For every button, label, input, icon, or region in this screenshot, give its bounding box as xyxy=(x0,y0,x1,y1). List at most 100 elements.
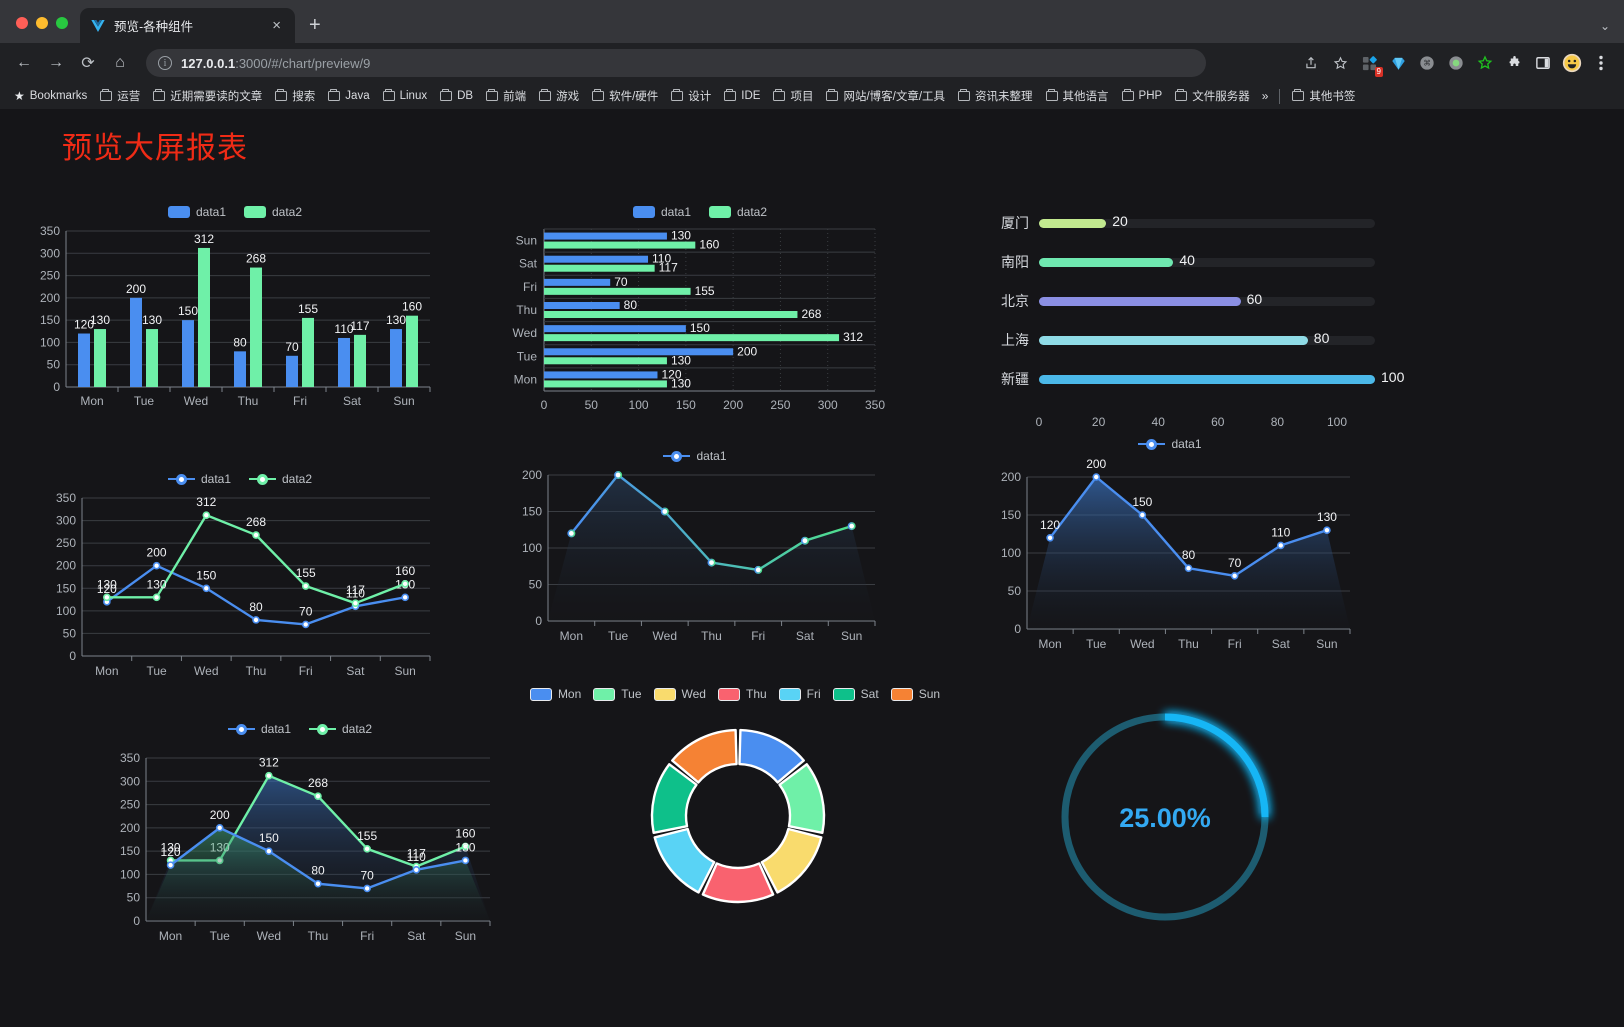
legend-item-data1[interactable]: data1 xyxy=(632,205,691,219)
bookmark-item-2[interactable]: 近期需要读的文章 xyxy=(147,85,268,107)
bookmark-item-10[interactable]: 设计 xyxy=(665,85,717,107)
home-button[interactable]: ⌂ xyxy=(115,54,125,71)
bookmark-item-0[interactable]: ★ Bookmarks xyxy=(8,86,93,106)
bookmarks-overflow-button[interactable]: » xyxy=(1261,89,1269,103)
bookmark-item-7[interactable]: 前端 xyxy=(480,85,532,107)
gauge-chart: 25.00% xyxy=(1061,713,1269,921)
bar xyxy=(338,337,350,387)
more-menu-icon[interactable] xyxy=(1588,50,1614,76)
legend-item-data2[interactable]: data2 xyxy=(244,205,302,219)
bookmark-star-icon[interactable] xyxy=(1327,50,1353,76)
bookmark-item-5[interactable]: Linux xyxy=(377,87,434,105)
bookmark-item-3[interactable]: 搜索 xyxy=(269,85,321,107)
legend-line-gradient[interactable]: data1 xyxy=(500,449,890,463)
extension-badge-count: 9 xyxy=(1374,67,1383,77)
pie-slice-Fri[interactable] xyxy=(653,827,716,894)
star-extension-icon[interactable] xyxy=(1472,50,1498,76)
bookmark-item-12[interactable]: 项目 xyxy=(767,85,819,107)
bookmark-item-4[interactable]: Java xyxy=(322,87,375,105)
legend-item-data2[interactable]: data2 xyxy=(709,205,767,219)
page-title: 预览大屏报表 xyxy=(62,132,248,165)
data-point xyxy=(152,593,161,602)
legend-item-Tue[interactable]: Tue xyxy=(593,687,642,701)
legend-item-Sat[interactable]: Sat xyxy=(832,687,879,701)
folder-icon xyxy=(328,89,341,101)
legend-area-stacked[interactable]: data1 data2 xyxy=(90,722,510,736)
progress-track: 20 xyxy=(1039,213,1375,229)
progress-value: 40 xyxy=(1179,251,1195,268)
bookmark-item-16[interactable]: PHP xyxy=(1116,87,1169,105)
bookmark-item-13[interactable]: 网站/博客/文章/工具 xyxy=(820,85,951,107)
address-bar[interactable]: i 127.0.0.1:3000/#/chart/preview/9 xyxy=(146,49,1206,77)
puzzle-icon[interactable] xyxy=(1501,50,1527,76)
progress-track: 100 xyxy=(1039,369,1404,385)
pie-slice-Wed[interactable] xyxy=(760,827,823,894)
bar xyxy=(544,348,734,356)
bookmark-item-6[interactable]: DB xyxy=(434,87,479,105)
legend-horizontal-bar[interactable]: data1 data2 xyxy=(500,205,900,219)
legend-item-data1[interactable]: data1 xyxy=(167,205,226,219)
svg-text:150: 150 xyxy=(1132,495,1152,509)
legend-area-single[interactable]: data1 xyxy=(975,437,1365,451)
legend-item-Sun[interactable]: Sun xyxy=(890,687,940,701)
bookmark-item-14[interactable]: 资讯未整理 xyxy=(952,85,1039,107)
legend-line-two-series[interactable]: data1 data2 xyxy=(30,472,450,486)
svg-text:150: 150 xyxy=(259,831,279,845)
legend-item-Thu[interactable]: Thu xyxy=(717,687,767,701)
legend-item-Mon[interactable]: Mon xyxy=(529,687,581,701)
minimize-window-button[interactable] xyxy=(36,17,48,29)
bookmark-item-11[interactable]: IDE xyxy=(718,87,766,105)
forward-button[interactable]: → xyxy=(48,54,64,71)
legend-item-data1[interactable]: data1 xyxy=(227,722,291,736)
legend-item-Wed[interactable]: Wed xyxy=(653,687,706,701)
legend-item-data1[interactable]: data1 xyxy=(167,472,231,486)
close-tab-button[interactable]: × xyxy=(272,17,281,34)
command-extension-icon[interactable]: ⌘ xyxy=(1414,50,1440,76)
bookmark-item-8[interactable]: 游戏 xyxy=(533,85,585,107)
extensions-icon[interactable]: 9 xyxy=(1356,50,1383,77)
share-icon[interactable] xyxy=(1298,50,1324,76)
svg-text:Mon: Mon xyxy=(95,664,118,678)
circle-extension-icon[interactable] xyxy=(1443,50,1469,76)
svg-text:120: 120 xyxy=(97,582,117,596)
maximize-window-button[interactable] xyxy=(56,17,68,29)
browser-tab[interactable]: 预览-各种组件 × xyxy=(80,8,295,43)
legend-item-data2[interactable]: data2 xyxy=(309,722,372,736)
legend-item-Fri[interactable]: Fri xyxy=(778,687,821,701)
pie-slice-Thu[interactable] xyxy=(701,862,775,904)
legend-vertical-bar[interactable]: data1 data2 xyxy=(20,205,450,219)
data-point xyxy=(660,507,669,516)
legend-item-data2[interactable]: data2 xyxy=(249,472,312,486)
new-tab-button[interactable]: + xyxy=(309,14,321,36)
window-controls[interactable] xyxy=(10,17,80,43)
pie-slice-Sat[interactable] xyxy=(650,763,698,834)
pie-slice-Mon[interactable] xyxy=(738,728,805,784)
data-point xyxy=(412,865,421,874)
sidepanel-icon[interactable] xyxy=(1530,50,1556,76)
legend-item-data1[interactable]: data1 xyxy=(663,449,727,463)
close-window-button[interactable] xyxy=(16,17,28,29)
tab-list-menu-icon[interactable]: ⌄ xyxy=(1599,19,1610,33)
diamond-extension-icon[interactable] xyxy=(1385,50,1411,76)
svg-text:120: 120 xyxy=(661,367,681,381)
legend-swatch xyxy=(709,206,731,218)
data-point xyxy=(152,561,161,570)
profile-avatar[interactable] xyxy=(1559,50,1585,76)
svg-text:50: 50 xyxy=(529,578,543,592)
data-point xyxy=(1323,526,1331,534)
svg-text:100: 100 xyxy=(40,335,60,349)
back-button[interactable]: ← xyxy=(16,54,32,71)
reload-button[interactable]: ⟳ xyxy=(81,55,95,72)
bookmark-item-1[interactable]: 运营 xyxy=(94,85,146,107)
pie-slice-Sun[interactable] xyxy=(671,728,738,784)
bookmark-item-17[interactable]: 文件服务器 xyxy=(1169,85,1256,107)
other-bookmarks-folder[interactable]: 其他书签 xyxy=(1286,85,1361,107)
bookmark-item-9[interactable]: 软件/硬件 xyxy=(586,85,664,107)
legend-item-data1[interactable]: data1 xyxy=(1138,437,1202,451)
legend-donut[interactable]: Mon Tue Wed Thu Fri Sat Sun xyxy=(520,687,950,701)
svg-text:130: 130 xyxy=(161,840,181,854)
site-info-icon[interactable]: i xyxy=(158,56,172,70)
bookmark-item-15[interactable]: 其他语言 xyxy=(1040,85,1115,107)
svg-text:Sat: Sat xyxy=(407,929,426,943)
pie-slice-Tue[interactable] xyxy=(778,763,826,834)
